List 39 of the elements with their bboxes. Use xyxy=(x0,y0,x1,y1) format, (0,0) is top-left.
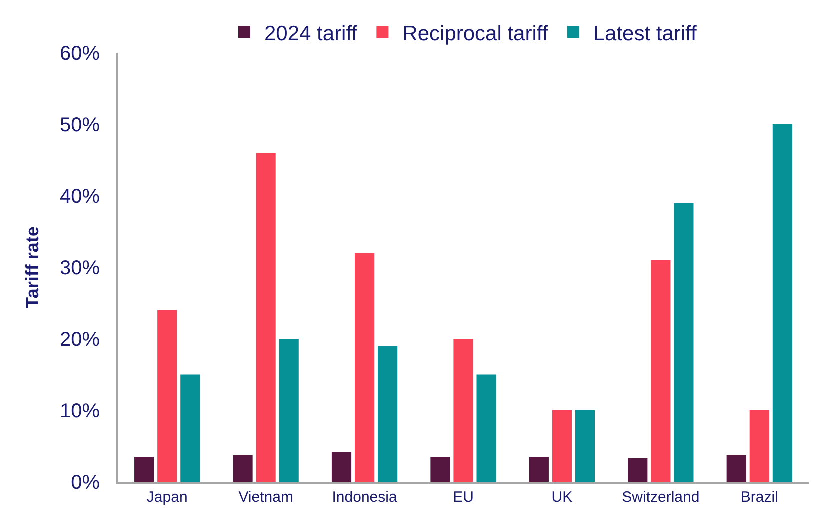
y-tick-label: 40% xyxy=(60,186,100,208)
bar xyxy=(430,456,450,482)
x-tick-label: Switzerland xyxy=(622,489,700,506)
bar xyxy=(180,374,200,482)
legend-label: Reciprocal tariff xyxy=(402,22,548,46)
y-axis-title: Tariff rate xyxy=(22,226,43,308)
bar xyxy=(772,124,792,482)
y-tick-label: 60% xyxy=(60,43,100,65)
bar xyxy=(256,153,276,482)
bar xyxy=(750,410,770,482)
bar xyxy=(476,374,496,482)
bar xyxy=(726,456,746,482)
bar xyxy=(651,260,671,482)
bar xyxy=(674,203,694,482)
bar xyxy=(454,339,474,482)
legend-label: 2024 tariff xyxy=(264,22,358,46)
bar xyxy=(332,452,352,482)
bar xyxy=(628,458,648,482)
x-tick-label: Vietnam xyxy=(238,489,294,506)
bar xyxy=(158,310,178,482)
x-tick-label: Indonesia xyxy=(332,489,398,506)
y-tick-label: 30% xyxy=(60,258,100,280)
legend-label: Latest tariff xyxy=(593,22,698,46)
y-tick-label: 20% xyxy=(60,329,100,351)
bar xyxy=(552,410,572,482)
y-tick-label: 0% xyxy=(71,472,100,494)
x-tick-label: Brazil xyxy=(740,489,778,506)
bar xyxy=(134,456,154,482)
x-tick-label: UK xyxy=(552,489,573,506)
x-tick-label: EU xyxy=(453,489,474,506)
bar xyxy=(279,339,299,482)
bar xyxy=(378,346,398,482)
bar xyxy=(233,456,253,482)
bar xyxy=(529,456,549,482)
y-tick-label: 10% xyxy=(60,400,100,422)
y-tick-label: 50% xyxy=(60,114,100,136)
bar xyxy=(355,253,375,482)
bar xyxy=(575,410,596,482)
x-tick-label: Japan xyxy=(146,489,188,506)
